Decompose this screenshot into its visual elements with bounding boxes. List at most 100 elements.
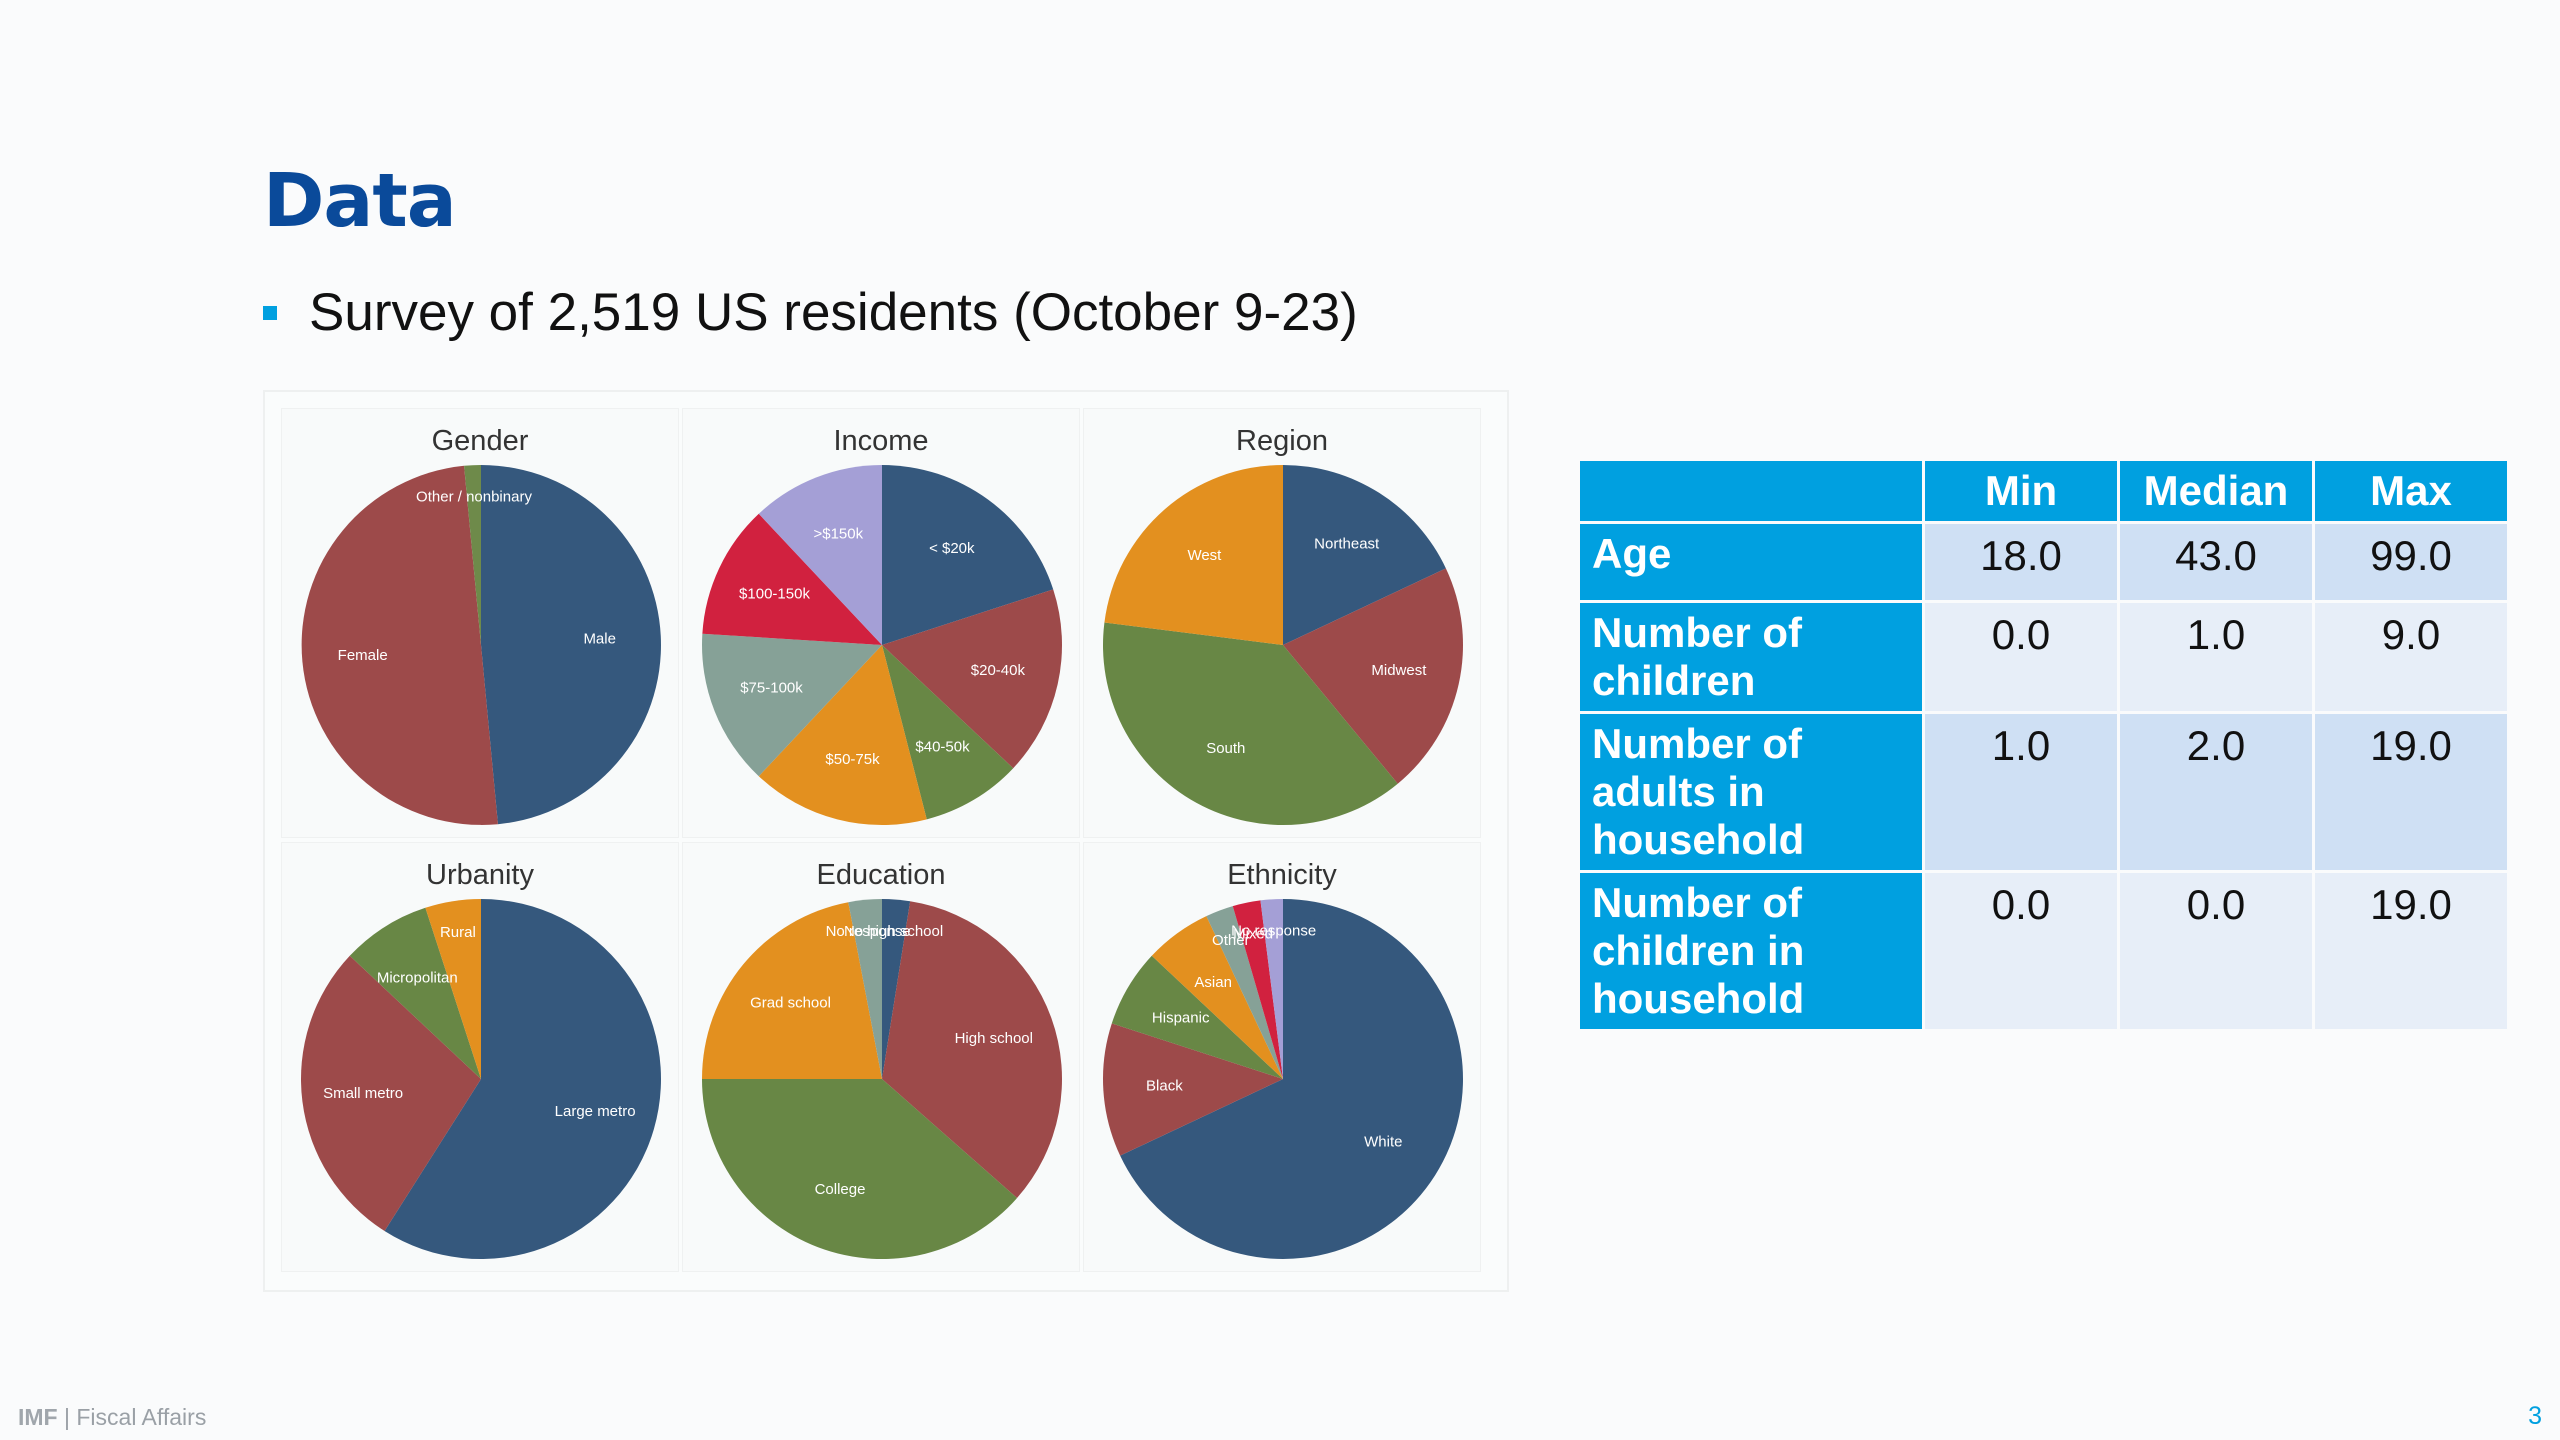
pie-label-other: Other bbox=[1212, 932, 1250, 949]
pie-label-rural: Rural bbox=[440, 924, 476, 941]
pie-label-male: Male bbox=[583, 630, 616, 647]
urbanity-pie-cell: Urbanity Large metro Small metro Micropoli… bbox=[281, 842, 679, 1272]
gender-pie-cell: Gender Male Female Other / nonbinary bbox=[281, 408, 679, 838]
pie-slice-75-100k bbox=[702, 633, 882, 777]
pie-slice-hispanic bbox=[1111, 955, 1283, 1079]
pie-slice-large-metro bbox=[384, 899, 661, 1259]
pie-label-micropolitan: Micropolitan bbox=[377, 970, 458, 987]
pie-label-50-75k: $50-75k bbox=[825, 751, 880, 768]
summary-stats-table: Min Median Max Age 18.0 43.0 99.0 Number… bbox=[1577, 458, 2510, 1032]
pie-slice-50-75k bbox=[758, 645, 927, 825]
table-cell: 0.0 bbox=[2120, 873, 2312, 1029]
region-chart-title: Region bbox=[1236, 425, 1328, 457]
pie-slice-no-high-school bbox=[882, 899, 911, 1079]
pie-slice-college bbox=[702, 1079, 1018, 1260]
table-cell: 99.0 bbox=[2315, 524, 2507, 600]
table-cell: 19.0 bbox=[2315, 714, 2507, 870]
pie-slice-female bbox=[301, 465, 498, 825]
pie-label-black: Black bbox=[1146, 1077, 1183, 1094]
table-cell: 1.0 bbox=[1925, 714, 2117, 870]
table-row: Number of children in household 0.0 0.0 … bbox=[1580, 873, 2507, 1029]
pie-slice-20k bbox=[882, 465, 1054, 645]
region-pie-chart: Northeast Midwest South West bbox=[1103, 465, 1464, 826]
pie-slice-no-response bbox=[848, 899, 882, 1079]
pie-slice-other-nonbinary bbox=[464, 465, 481, 645]
pie-slice-20-40k bbox=[882, 589, 1062, 769]
ethnicity-pie-cell: Ethnicity White Black Hispanic Asian Other Mi… bbox=[1083, 842, 1481, 1272]
income-pie-cell: Income < $20k $20-40k $40-50k $50-75k $75-10… bbox=[682, 408, 1080, 838]
pie-slice-40-50k bbox=[882, 645, 1014, 820]
pie-slice-rural bbox=[425, 899, 481, 1079]
pie-label-40-50k: $40-50k bbox=[915, 738, 970, 755]
pie-slice-no-response bbox=[1260, 899, 1283, 1079]
pie-label-midwest: Midwest bbox=[1371, 662, 1427, 679]
education-pie-cell: Education No high school High school Colle… bbox=[682, 842, 1080, 1272]
pie-slice-midwest bbox=[1283, 568, 1464, 784]
urbanity-chart-title: Urbanity bbox=[426, 859, 534, 891]
pie-label-high-school: High school bbox=[955, 1030, 1033, 1047]
pie-label-south: South bbox=[1206, 740, 1245, 757]
urbanity-pie-chart: Large metro Small metro Micropolitan Rural bbox=[301, 899, 661, 1259]
pie-slice-other bbox=[1206, 906, 1283, 1079]
education-pie-chart: No high school High school College Grad sch… bbox=[702, 899, 1063, 1260]
pie-slice-west bbox=[1104, 465, 1283, 645]
pie-label-small-metro: Small metro bbox=[323, 1085, 403, 1102]
table-cell: 19.0 bbox=[2315, 873, 2507, 1029]
pie-label-20k: < $20k bbox=[929, 540, 975, 557]
table-cell: 0.0 bbox=[1925, 603, 2117, 711]
table-row: Number of children 0.0 1.0 9.0 bbox=[1580, 603, 2507, 711]
page-number: 3 bbox=[2528, 1402, 2542, 1430]
education-chart-title: Education bbox=[816, 859, 946, 891]
table-header-median: Median bbox=[2120, 461, 2312, 521]
table-row: Number of adults in household 1.0 2.0 19… bbox=[1580, 714, 2507, 870]
table-header-max: Max bbox=[2315, 461, 2507, 521]
table-header-row: Min Median Max bbox=[1580, 461, 2507, 521]
gender-pie-chart: Male Female Other / nonbinary bbox=[301, 465, 661, 825]
pie-label-white: White bbox=[1364, 1134, 1402, 1151]
pie-label-100-150k: $100-150k bbox=[739, 585, 810, 602]
ethnicity-chart-title: Ethnicity bbox=[1227, 859, 1337, 891]
pie-slice-asian bbox=[1151, 916, 1283, 1079]
pie-label-20-40k: $20-40k bbox=[971, 662, 1026, 679]
table-header-blank bbox=[1580, 461, 1922, 521]
footer-org: IMF bbox=[18, 1404, 58, 1430]
pie-label-no-response: No response bbox=[1231, 923, 1316, 940]
pie-label-northeast: Northeast bbox=[1314, 536, 1380, 553]
row-label-age: Age bbox=[1580, 524, 1922, 600]
row-label-children-household: Number of children in household bbox=[1580, 873, 1922, 1029]
bullet-text: Survey of 2,519 US residents (October 9-… bbox=[309, 283, 1358, 342]
pie-label-college: College bbox=[815, 1181, 866, 1198]
pie-slice-white bbox=[1120, 899, 1463, 1259]
bullet-item: Survey of 2,519 US residents (October 9-… bbox=[263, 282, 1358, 343]
footer-department: Fiscal Affairs bbox=[76, 1404, 207, 1430]
slide-title: Data bbox=[263, 158, 457, 244]
table-cell: 1.0 bbox=[2120, 603, 2312, 711]
pie-label-grad-school: Grad school bbox=[750, 994, 831, 1011]
row-label-children: Number of children bbox=[1580, 603, 1922, 711]
pie-slice-small-metro bbox=[301, 955, 481, 1231]
income-pie-chart: < $20k $20-40k $40-50k $50-75k $75-100k $100-… bbox=[702, 465, 1062, 825]
pie-label-no-high-school: No high school bbox=[844, 923, 943, 940]
pie-label-mixed: Mixed bbox=[1233, 925, 1273, 942]
pie-label-75-100k: $75-100k bbox=[740, 680, 803, 697]
pie-slice-grad-school bbox=[702, 902, 882, 1079]
pie-slice-northeast bbox=[1283, 465, 1446, 645]
footer-separator: | bbox=[57, 1404, 77, 1430]
pie-slice-150k bbox=[758, 465, 882, 645]
table-cell: 43.0 bbox=[2120, 524, 2312, 600]
pie-slice-100-150k bbox=[702, 513, 882, 645]
pie-slice-male bbox=[481, 465, 661, 825]
pie-label-asian: Asian bbox=[1194, 974, 1232, 991]
table-cell: 18.0 bbox=[1925, 524, 2117, 600]
pie-label-no-response: No response bbox=[826, 923, 911, 940]
pie-slice-mixed bbox=[1232, 900, 1283, 1079]
income-chart-title: Income bbox=[833, 425, 929, 457]
pie-slice-south bbox=[1103, 622, 1398, 826]
gender-chart-title: Gender bbox=[431, 425, 529, 457]
table-cell: 9.0 bbox=[2315, 603, 2507, 711]
pie-slice-black bbox=[1103, 1023, 1283, 1156]
pie-label-150k: >$150k bbox=[813, 525, 863, 542]
pie-charts-panel: Gender Male Female Other / nonbinary Incom… bbox=[263, 390, 1509, 1292]
table-cell: 0.0 bbox=[1925, 873, 2117, 1029]
